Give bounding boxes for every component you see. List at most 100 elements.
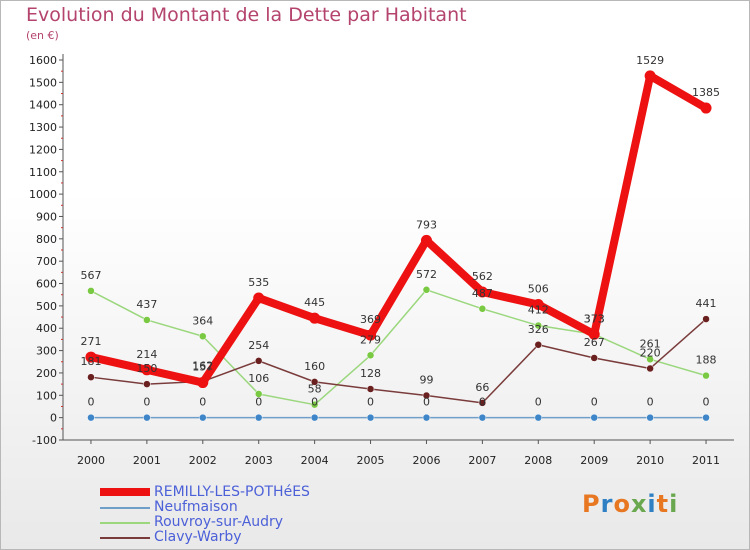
data-label: 567 xyxy=(80,269,101,282)
y-tick-label: 0 xyxy=(50,412,57,425)
y-tick-label: 700 xyxy=(36,255,57,268)
x-tick-label: 2002 xyxy=(189,454,217,467)
data-label: 437 xyxy=(136,298,157,311)
data-label: 150 xyxy=(136,362,157,375)
data-point xyxy=(702,413,710,422)
data-point xyxy=(532,299,544,311)
data-label: 1529 xyxy=(636,54,664,67)
chart-subtitle: (en €) xyxy=(26,29,59,42)
data-label: 1385 xyxy=(692,86,720,99)
x-tick-label: 2004 xyxy=(301,454,329,467)
data-point xyxy=(534,321,543,330)
data-label: 0 xyxy=(479,396,486,409)
data-label: 441 xyxy=(696,297,717,310)
data-label: 220 xyxy=(640,346,661,359)
data-label: 535 xyxy=(248,276,269,289)
data-point xyxy=(478,413,487,422)
data-point xyxy=(700,102,712,114)
data-label: 254 xyxy=(248,339,269,352)
data-label: 562 xyxy=(472,270,493,283)
data-label: 373 xyxy=(584,312,605,325)
data-label: 0 xyxy=(311,396,318,409)
data-label: 162 xyxy=(192,359,213,372)
y-tick-label: 200 xyxy=(36,367,57,380)
chart-title: Evolution du Montant de la Dette par Hab… xyxy=(26,4,467,26)
logo-letter: i xyxy=(647,490,657,518)
data-point xyxy=(366,385,375,393)
legend-swatch-clavy xyxy=(100,537,150,539)
legend-label-remilly: REMILLY-LES-POTHéES xyxy=(154,484,310,500)
data-label: 0 xyxy=(367,396,374,409)
data-label: 0 xyxy=(87,396,94,409)
data-point xyxy=(310,378,319,386)
data-label: 0 xyxy=(535,396,542,409)
logo-letter: i xyxy=(669,490,679,518)
data-point xyxy=(309,312,321,324)
data-point xyxy=(87,413,95,422)
data-point xyxy=(254,413,263,422)
logo-letter: P xyxy=(582,490,601,518)
y-tick-label: 100 xyxy=(36,389,57,402)
data-label: 99 xyxy=(419,374,433,387)
data-label: 106 xyxy=(248,372,269,385)
legend-label-neufmaison: Neufmaison xyxy=(154,499,238,515)
data-label: 58 xyxy=(308,383,322,396)
data-label: 506 xyxy=(528,283,549,296)
data-point xyxy=(199,413,207,422)
logo-letter: r xyxy=(600,490,614,518)
x-tick-label: 2001 xyxy=(133,454,161,467)
y-tick-label: 1300 xyxy=(29,121,57,134)
legend-label-clavy: Clavy-Warby xyxy=(154,529,242,545)
data-point xyxy=(254,390,263,398)
data-point xyxy=(420,234,432,246)
data-label: 271 xyxy=(80,335,101,348)
y-tick-label: 1200 xyxy=(29,143,57,156)
data-label: 267 xyxy=(584,336,605,349)
data-point xyxy=(197,377,209,389)
data-point xyxy=(646,355,654,364)
legend-item-rouvroy: Rouvroy-sur-Audry xyxy=(100,515,420,530)
data-point xyxy=(143,316,151,324)
data-point xyxy=(143,380,151,388)
data-label: 487 xyxy=(472,287,493,300)
data-point xyxy=(254,357,263,365)
data-point xyxy=(644,70,656,82)
data-point xyxy=(590,354,598,362)
data-label: 373 xyxy=(584,312,605,325)
data-label: 279 xyxy=(360,333,381,346)
data-point xyxy=(702,371,710,380)
series-line xyxy=(90,289,707,406)
data-point xyxy=(422,413,431,422)
data-point xyxy=(143,413,151,422)
logo-letter: t xyxy=(656,490,670,518)
data-label: 261 xyxy=(640,337,661,350)
data-label: 793 xyxy=(416,218,437,231)
y-tick-label: 500 xyxy=(36,300,57,313)
data-label: 157 xyxy=(192,361,213,374)
data-label: 445 xyxy=(304,296,325,309)
data-point xyxy=(366,413,375,422)
logo-letter: x xyxy=(630,490,648,518)
data-point xyxy=(588,328,600,340)
x-tick-label: 2003 xyxy=(245,454,273,467)
y-tick-label: 600 xyxy=(36,278,57,291)
data-point xyxy=(199,332,207,341)
data-point xyxy=(422,286,431,294)
data-point xyxy=(310,413,319,422)
data-point xyxy=(422,391,431,400)
data-point xyxy=(534,341,543,349)
x-tick-label: 2011 xyxy=(692,454,720,467)
x-tick-label: 2007 xyxy=(468,454,496,467)
x-tick-label: 2009 xyxy=(580,454,608,467)
y-tick-label: 1600 xyxy=(29,54,57,67)
data-point xyxy=(646,364,654,373)
data-label: 326 xyxy=(528,323,549,336)
data-point xyxy=(87,373,95,381)
data-label: 214 xyxy=(136,348,157,361)
logo-letter: o xyxy=(613,490,631,518)
data-point xyxy=(476,286,488,298)
data-label: 572 xyxy=(416,268,437,281)
data-point xyxy=(310,400,319,409)
data-point xyxy=(702,315,710,323)
